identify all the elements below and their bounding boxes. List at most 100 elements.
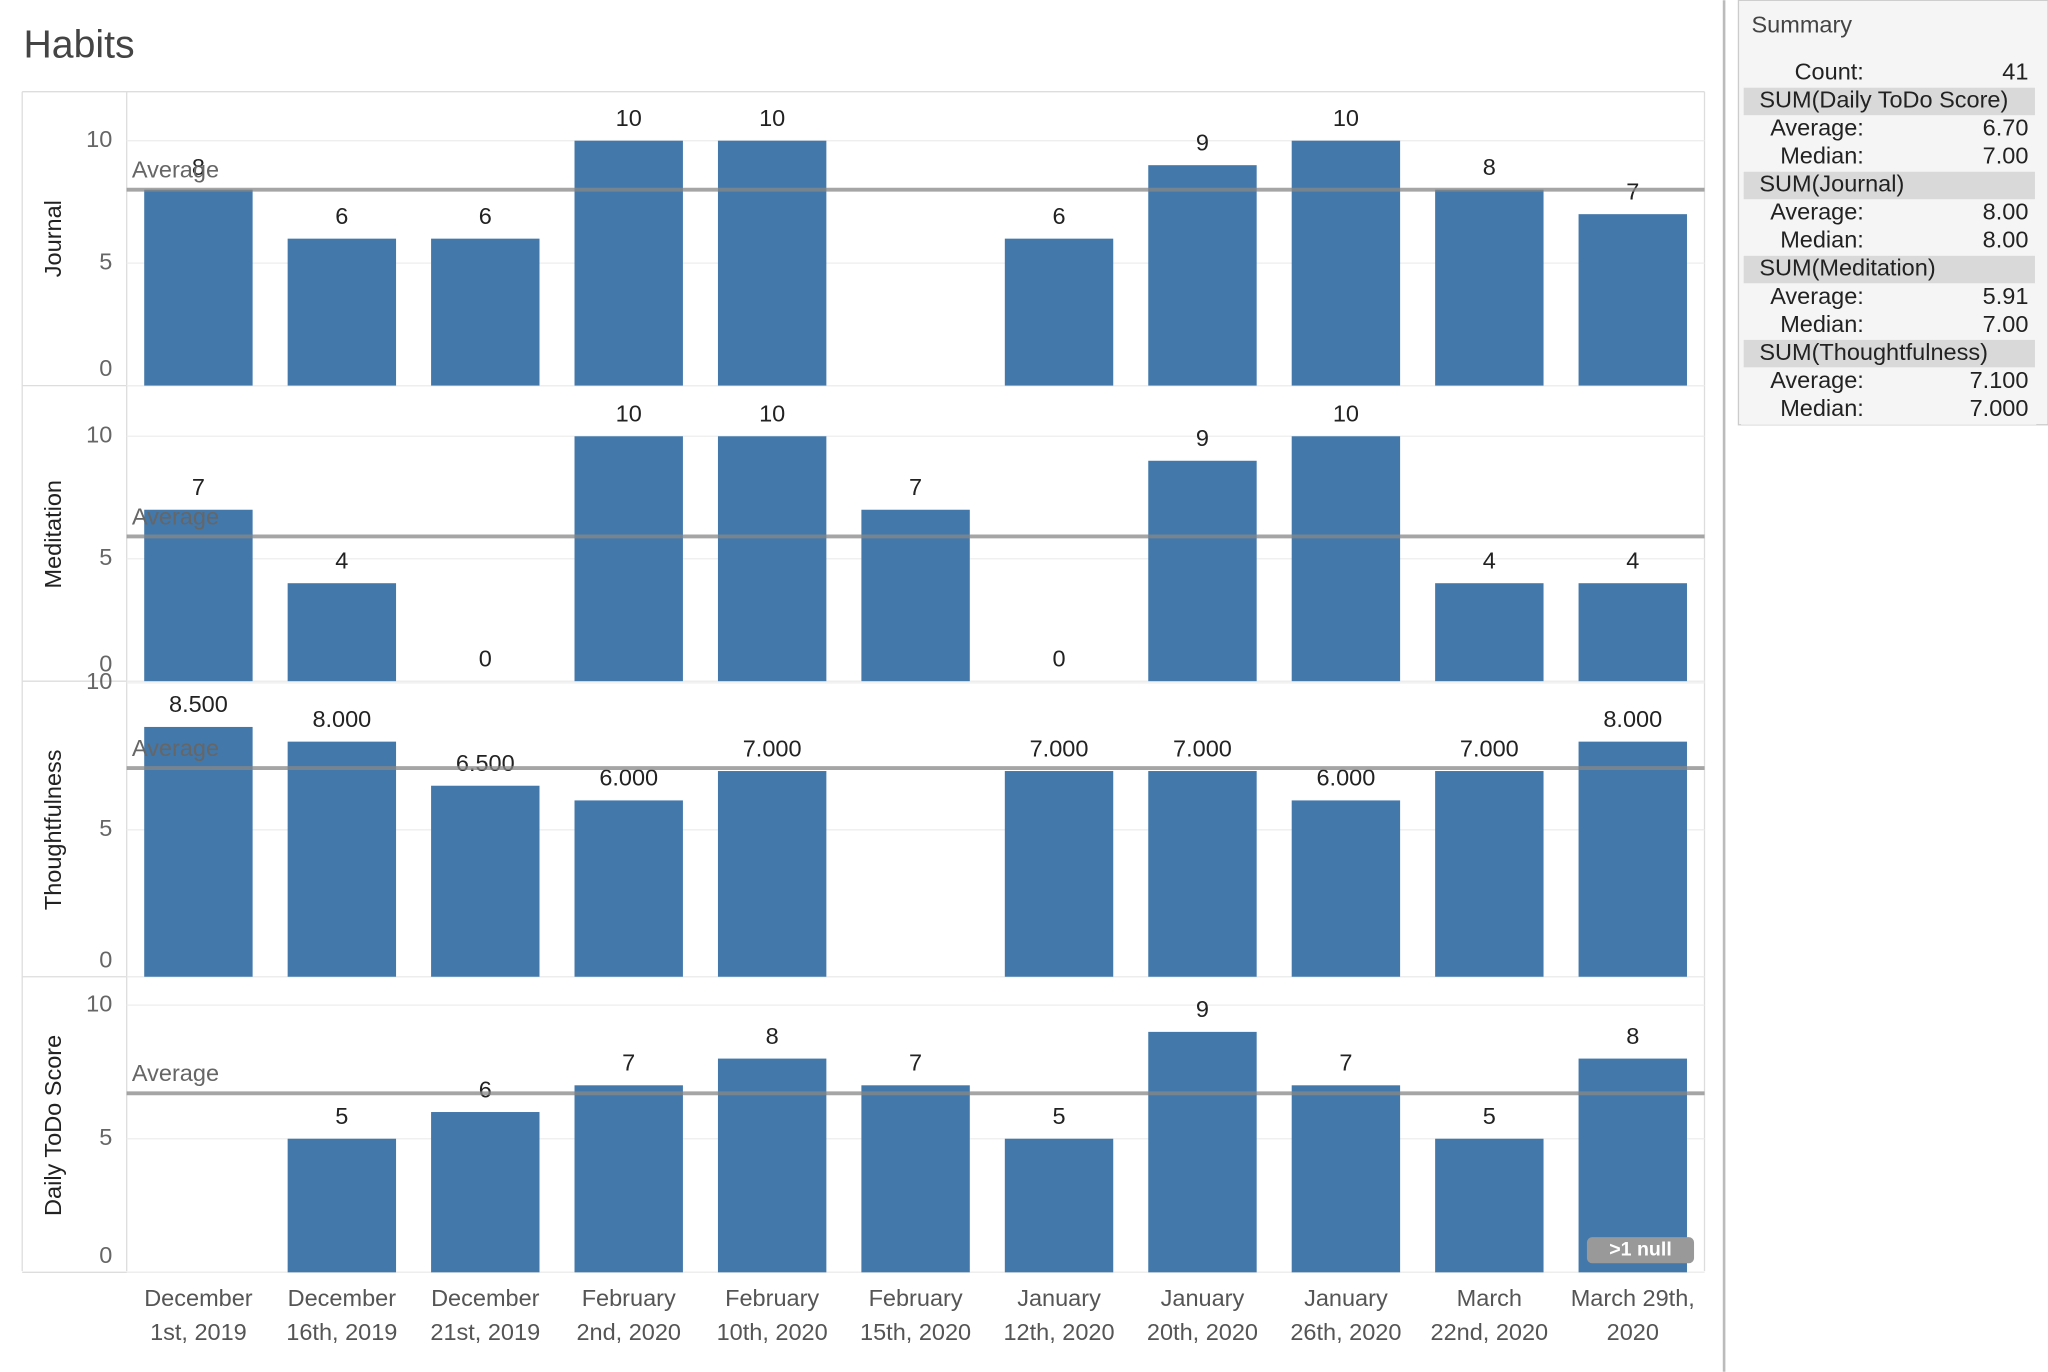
value-label: 9: [1196, 996, 1209, 1022]
bar: [1435, 189, 1544, 386]
bar: [431, 1112, 540, 1273]
value-label: 6: [479, 203, 492, 229]
summary-label: Average:: [1770, 115, 1864, 141]
summary-value: 7.000: [1970, 395, 2029, 421]
value-label: 7.000: [743, 735, 802, 761]
value-label: 8: [192, 154, 205, 180]
bar: [1578, 214, 1687, 386]
value-label: 10: [616, 105, 642, 131]
bar: [1435, 771, 1544, 977]
average-label: Average: [132, 157, 219, 183]
value-label: 7.000: [1173, 735, 1232, 761]
bar: [431, 785, 540, 977]
y-tick-label: 5: [99, 248, 112, 274]
value-label: 7: [622, 1050, 635, 1076]
summary-value: 5.91: [1983, 283, 2029, 309]
bar: [1578, 741, 1687, 977]
value-label: 4: [335, 548, 348, 574]
y-axis-title: Thoughtfulness: [40, 749, 66, 910]
summary-label: Average:: [1770, 199, 1864, 225]
summary-group-title: SUM(Journal): [1759, 171, 1904, 197]
bar: [574, 800, 683, 977]
summary-label: Median:: [1780, 311, 1864, 337]
value-label: 7: [192, 474, 205, 500]
summary-label: Median:: [1780, 227, 1864, 253]
bar: [574, 140, 683, 386]
summary-value: 7.100: [1970, 367, 2029, 393]
y-axis-title: Daily ToDo Score: [40, 1035, 66, 1216]
value-label: 10: [1333, 401, 1359, 427]
bar: [1291, 800, 1401, 977]
summary-group-title: SUM(Daily ToDo Score): [1759, 87, 2008, 113]
null-indicator: [1586, 1237, 1695, 1264]
summary-group-title: SUM(Meditation): [1759, 255, 1935, 281]
y-tick-label: 10: [86, 668, 112, 694]
bar: [1004, 1138, 1114, 1273]
summary-group-header: [1743, 255, 2035, 284]
x-tick-label: December 16th, 2019: [286, 1285, 397, 1345]
value-label: 5: [1052, 1103, 1065, 1129]
summary-value: 8.00: [1983, 227, 2029, 253]
bar: [1148, 165, 1257, 386]
value-label: 10: [759, 401, 785, 427]
value-label: 0: [479, 645, 492, 671]
bar: [287, 238, 397, 386]
y-tick-label: 5: [99, 1124, 112, 1150]
bar: [287, 741, 397, 977]
value-label: 7: [909, 474, 922, 500]
value-label: 6: [479, 1076, 492, 1102]
y-tick-label: 0: [99, 946, 112, 972]
bar: [144, 189, 253, 386]
bar: [717, 1058, 827, 1273]
value-label: 4: [1626, 548, 1639, 574]
bar: [287, 583, 397, 682]
summary-value: 7.00: [1983, 311, 2029, 337]
bar: [717, 771, 827, 977]
bar: [1291, 140, 1401, 386]
value-label: 9: [1196, 425, 1209, 451]
x-tick-label: February 10th, 2020: [717, 1285, 828, 1345]
x-tick-label: December 21st, 2019: [430, 1285, 540, 1345]
bar: [574, 436, 683, 682]
value-label: 10: [1333, 105, 1359, 131]
bar: [287, 1138, 397, 1273]
value-label: 7.000: [1030, 735, 1089, 761]
value-label: 9: [1196, 129, 1209, 155]
summary-title: Summary: [1752, 12, 1853, 38]
bar: [717, 436, 827, 682]
bar: [1578, 583, 1687, 682]
null-indicator-label: >1 null: [1609, 1238, 1672, 1260]
value-label: 6: [335, 203, 348, 229]
bar: [574, 1085, 683, 1273]
bar: [1291, 1085, 1401, 1273]
x-tick-label: February 15th, 2020: [860, 1285, 971, 1345]
value-label: 5: [1483, 1103, 1496, 1129]
value-label: 7: [1339, 1050, 1352, 1076]
value-label: 10: [759, 105, 785, 131]
bar: [717, 140, 827, 386]
x-tick-label: December 1st, 2019: [144, 1285, 253, 1345]
bar: [1435, 583, 1544, 682]
y-axis-title: Meditation: [40, 480, 66, 588]
summary-value: 41: [2002, 59, 2028, 85]
summary-value: 7.00: [1983, 143, 2029, 169]
summary-label: Count:: [1795, 59, 1864, 85]
x-tick-label: January 12th, 2020: [1003, 1285, 1114, 1345]
bar: [144, 726, 253, 977]
summary-group-header: [1743, 87, 2035, 116]
value-label: 7: [909, 1050, 922, 1076]
bar: [1148, 771, 1257, 977]
y-tick-label: 10: [86, 990, 112, 1016]
bar: [1148, 1031, 1257, 1273]
bar: [1004, 238, 1114, 386]
x-tick-label: January 26th, 2020: [1290, 1285, 1401, 1345]
summary-group-header: [1743, 171, 2035, 200]
summary-group-title: SUM(Thoughtfulness): [1759, 339, 1988, 365]
summary-group-header: [1743, 339, 2035, 368]
summary-value: 8.00: [1983, 199, 2029, 225]
value-label: 8.000: [1603, 706, 1662, 732]
bar: [1148, 460, 1257, 682]
average-label: Average: [132, 1060, 219, 1086]
summary-label: Average:: [1770, 367, 1864, 393]
